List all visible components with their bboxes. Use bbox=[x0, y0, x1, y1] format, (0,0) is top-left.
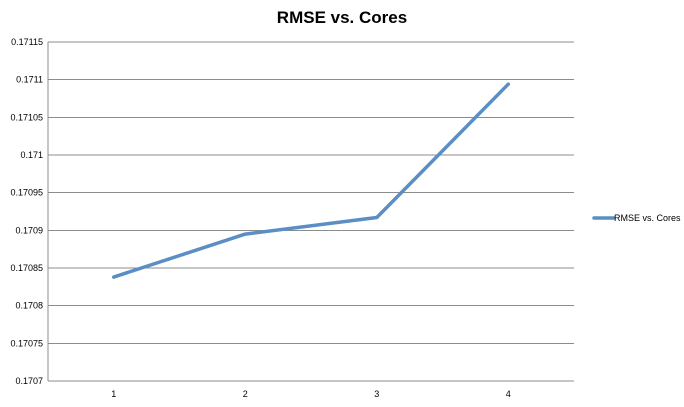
data-point bbox=[375, 216, 379, 220]
y-tick-label: 0.17115 bbox=[11, 37, 43, 47]
x-tick-label: 3 bbox=[374, 389, 379, 399]
y-tick-label: 0.171 bbox=[20, 150, 43, 160]
x-tick-label: 2 bbox=[243, 389, 248, 399]
chart-title: RMSE vs. Cores bbox=[276, 8, 408, 27]
y-tick-label: 0.17105 bbox=[10, 112, 43, 122]
legend: RMSE vs. Cores bbox=[592, 213, 681, 223]
x-axis-ticks: 1 2 3 4 bbox=[111, 389, 511, 399]
y-axis-ticks: 0.1707 0.17075 0.1708 0.17085 0.1709 0.17095 0… bbox=[10, 37, 43, 386]
data-point bbox=[243, 232, 247, 236]
y-tick-label: 0.1707 bbox=[15, 376, 43, 386]
y-tick-label: 0.1709 bbox=[15, 225, 43, 235]
series-group bbox=[112, 82, 510, 279]
y-tick-label: 0.1708 bbox=[15, 301, 43, 311]
x-tick-label: 1 bbox=[111, 389, 116, 399]
data-point bbox=[506, 82, 510, 86]
y-tick-label: 0.17085 bbox=[10, 263, 43, 273]
y-tick-label: 0.17075 bbox=[10, 338, 43, 348]
data-point bbox=[112, 275, 116, 279]
x-tick-label: 4 bbox=[506, 389, 511, 399]
legend-label: RMSE vs. Cores bbox=[614, 213, 681, 223]
y-tick-label: 0.17095 bbox=[10, 188, 43, 198]
y-tick-label: 0.1711 bbox=[16, 75, 43, 85]
gridlines bbox=[47, 41, 574, 382]
series-line bbox=[112, 82, 510, 279]
